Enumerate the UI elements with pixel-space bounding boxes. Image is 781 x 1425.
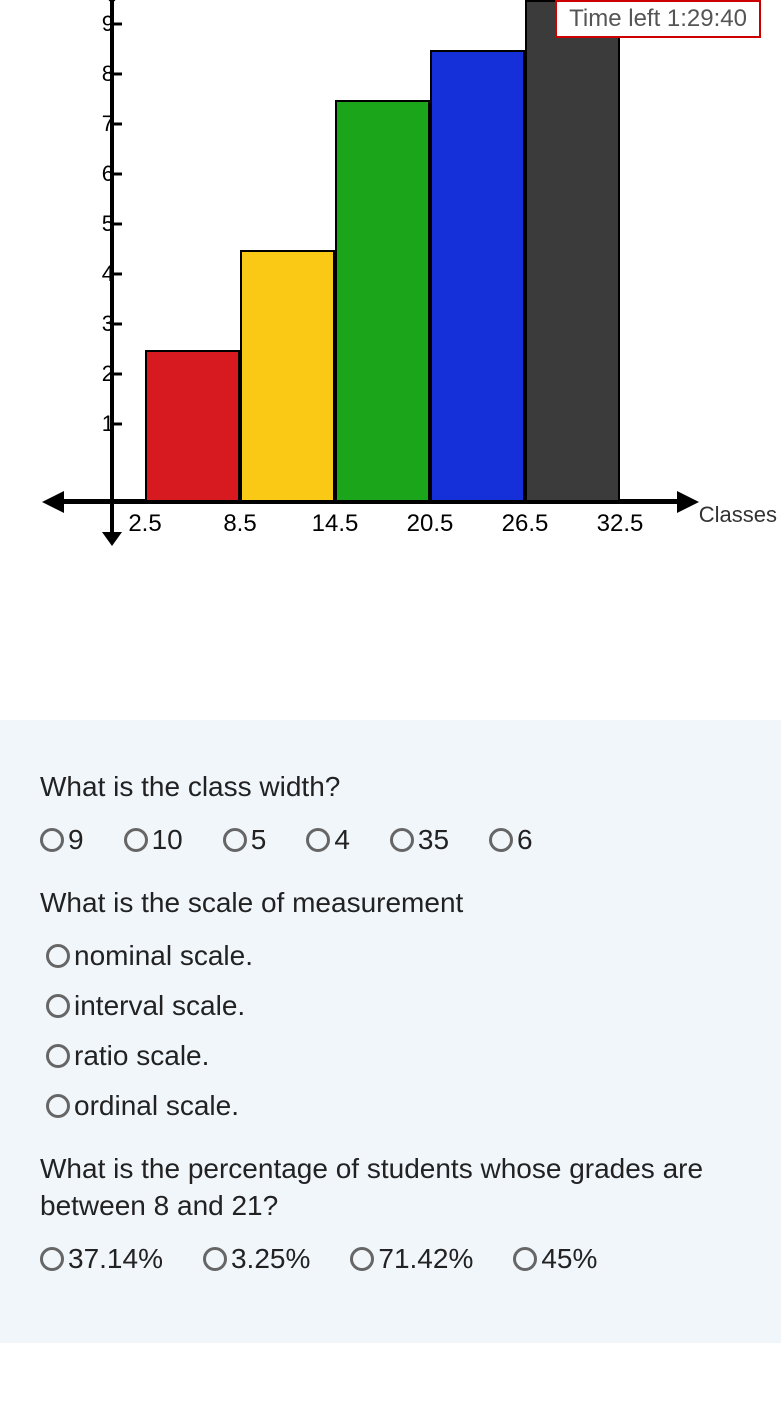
radio-icon — [513, 1247, 537, 1271]
bar — [145, 350, 240, 500]
question-3-text: What is the percentage of students whose… — [40, 1150, 741, 1226]
option[interactable]: interval scale. — [46, 990, 741, 1022]
option-label: 37.14% — [68, 1243, 163, 1275]
radio-icon — [489, 828, 513, 852]
x-label: 20.5 — [407, 510, 454, 538]
option[interactable]: ordinal scale. — [46, 1090, 741, 1122]
option-label: 10 — [152, 824, 183, 856]
option[interactable]: nominal scale. — [46, 940, 741, 972]
option[interactable]: 71.42% — [350, 1243, 473, 1275]
option[interactable]: 9 — [40, 824, 84, 856]
y-tick: 2 — [70, 361, 114, 387]
option[interactable]: 45% — [513, 1243, 597, 1275]
x-label: 2.5 — [128, 510, 161, 538]
option-label: 9 — [68, 824, 84, 856]
questions-panel: What is the class width? 9 10 5 4 35 6 What i… — [0, 720, 781, 1343]
x-label: 26.5 — [502, 510, 549, 538]
question-3-options: 37.14% 3.25% 71.42% 45% — [40, 1243, 741, 1275]
y-tick: 7 — [70, 111, 114, 137]
option-label: 4 — [334, 824, 350, 856]
option[interactable]: 5 — [223, 824, 267, 856]
y-tick: 4 — [70, 261, 114, 287]
histogram-chart: Time left 1:29:40 12345678910 2.58.514.5… — [0, 0, 781, 560]
bar — [525, 0, 620, 500]
bar — [240, 250, 335, 500]
y-tick: 1 — [70, 411, 114, 437]
radio-icon — [46, 1094, 70, 1118]
option[interactable]: 4 — [306, 824, 350, 856]
question-2-options: nominal scale. interval scale. ratio scale… — [46, 940, 741, 1122]
option[interactable]: 3.25% — [203, 1243, 310, 1275]
radio-icon — [40, 828, 64, 852]
question-2-text: What is the scale of measurement — [40, 884, 741, 922]
radio-icon — [350, 1247, 374, 1271]
option-label: ratio scale. — [74, 1040, 209, 1072]
option-label: 3.25% — [231, 1243, 310, 1275]
radio-icon — [40, 1247, 64, 1271]
radio-icon — [46, 944, 70, 968]
timer-box: Time left 1:29:40 — [555, 0, 761, 38]
x-label: 8.5 — [223, 510, 256, 538]
bar — [335, 100, 430, 500]
option-label: 45% — [541, 1243, 597, 1275]
x-label: 14.5 — [312, 510, 359, 538]
radio-icon — [223, 828, 247, 852]
y-tick: 9 — [70, 11, 114, 37]
x-arrow-right — [677, 491, 699, 513]
option-label: 71.42% — [378, 1243, 473, 1275]
option[interactable]: 37.14% — [40, 1243, 163, 1275]
x-arrow-left — [42, 491, 64, 513]
bar — [430, 50, 525, 500]
radio-icon — [306, 828, 330, 852]
y-tick: 6 — [70, 161, 114, 187]
option[interactable]: 6 — [489, 824, 533, 856]
radio-icon — [390, 828, 414, 852]
radio-icon — [124, 828, 148, 852]
option-label: 5 — [251, 824, 267, 856]
question-1-options: 9 10 5 4 35 6 — [40, 824, 741, 856]
option-label: ordinal scale. — [74, 1090, 239, 1122]
option[interactable]: ratio scale. — [46, 1040, 741, 1072]
origin-down-arrow — [105, 504, 119, 544]
option-label: 35 — [418, 824, 449, 856]
y-tick: 3 — [70, 311, 114, 337]
option-label: 6 — [517, 824, 533, 856]
radio-icon — [203, 1247, 227, 1271]
x-label: 32.5 — [597, 510, 644, 538]
y-tick: 8 — [70, 61, 114, 87]
x-axis-title: Classes — [699, 502, 777, 528]
option[interactable]: 35 — [390, 824, 449, 856]
y-tick: 5 — [70, 211, 114, 237]
option[interactable]: 10 — [124, 824, 183, 856]
radio-icon — [46, 994, 70, 1018]
option-label: interval scale. — [74, 990, 245, 1022]
radio-icon — [46, 1044, 70, 1068]
question-1-text: What is the class width? — [40, 768, 741, 806]
option-label: nominal scale. — [74, 940, 253, 972]
